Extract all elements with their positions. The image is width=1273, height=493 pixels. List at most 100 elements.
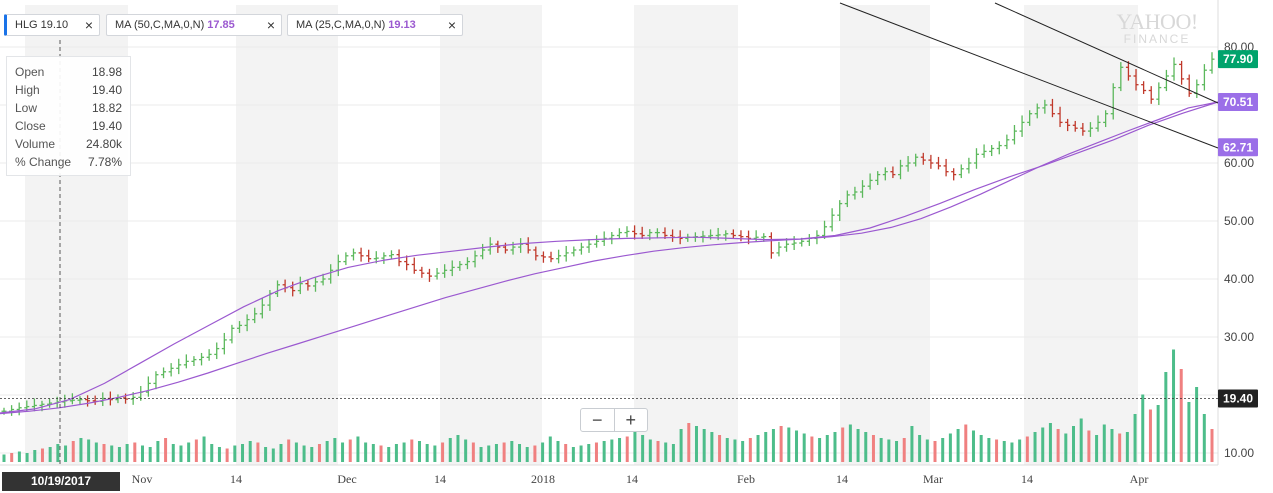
volume-bar [1064, 433, 1068, 462]
volume-bar [1102, 424, 1106, 462]
volume-bar [856, 429, 860, 462]
volume-bar [764, 432, 768, 462]
x-tick-label: Dec [337, 472, 356, 486]
volume-bar [10, 453, 14, 462]
ohlc-value: 24.80k [85, 137, 122, 151]
volume-bar [825, 435, 829, 462]
volume-bar [156, 441, 160, 462]
close-icon[interactable]: × [266, 17, 275, 33]
legend-pill-ma25[interactable]: MA (25,C,MA,0,N) 19.13 × [287, 14, 463, 36]
volume-bar [1056, 429, 1060, 462]
volume-bar [387, 447, 391, 462]
volume-bar [841, 427, 845, 462]
grid-band [840, 5, 930, 465]
ohlc-value: 19.40 [91, 119, 122, 133]
price-label-bg [1218, 138, 1258, 157]
volume-bar [910, 426, 914, 462]
volume-bar [1156, 405, 1160, 462]
volume-bar [948, 433, 952, 462]
volume-bar [1164, 372, 1168, 462]
volume-bar [294, 442, 298, 462]
volume-bar [748, 438, 752, 462]
volume-bar [464, 439, 468, 462]
volume-bar [1010, 442, 1014, 462]
volume-bar [702, 429, 706, 462]
volume-bar [987, 438, 991, 462]
ohlc-row: Open 18.98 [15, 63, 122, 81]
y-tick-label: 50.00 [1224, 214, 1254, 228]
volume-bar [456, 435, 460, 462]
volume-bar [87, 439, 91, 462]
volume-bar [1002, 441, 1006, 462]
ohlc-row: Low 18.82 [15, 99, 122, 117]
volume-bar [964, 424, 968, 462]
volume-bar [140, 445, 144, 462]
volume-bar [933, 441, 937, 462]
volume-bar [1048, 423, 1052, 462]
volume-bar [1179, 369, 1183, 462]
ma-line [0, 101, 1219, 414]
y-tick-label: 40.00 [1224, 272, 1254, 286]
volume-bar [733, 439, 737, 462]
volume-bar [471, 442, 475, 462]
volume-bar [56, 444, 60, 462]
volume-bar [448, 438, 452, 462]
close-icon[interactable]: × [84, 17, 93, 33]
volume-bar [941, 438, 945, 462]
zoom-in-button[interactable]: + [625, 410, 636, 430]
grid-band [236, 5, 338, 465]
price-label: 77.90 [1223, 52, 1253, 66]
x-tick-label: 2018 [531, 472, 555, 486]
volume-bar [379, 445, 383, 462]
ohlc-row: % Change 7.78% [15, 153, 122, 171]
volume-bar [779, 426, 783, 462]
volume-bar [571, 447, 575, 462]
legend-pill-label: MA (50,C,MA,0,N) [115, 19, 205, 31]
volume-bar [441, 442, 445, 462]
crosshair-date-label: 10/19/2017 [2, 472, 120, 491]
volume-bar [287, 439, 291, 462]
volume-bar [187, 442, 191, 462]
ohlc-value: 19.40 [91, 83, 122, 97]
volume-bar [317, 444, 321, 462]
volume-bar [202, 436, 206, 462]
volume-bar [233, 445, 237, 462]
volume-bar [40, 448, 44, 462]
volume-bar [979, 435, 983, 462]
volume-bar [1202, 414, 1206, 462]
ohlc-value: 18.98 [91, 65, 122, 79]
volume-bar [548, 436, 552, 462]
volume-bar [402, 442, 406, 462]
ohlc-value: 18.82 [91, 101, 122, 115]
volume-bar [279, 444, 283, 462]
volume-bar [579, 445, 583, 462]
volume-bar [1110, 429, 1114, 462]
legend-pill-label: MA (25,C,MA,0,N) [296, 19, 386, 31]
volume-bar [1025, 436, 1029, 462]
legend-pill-hlg[interactable]: HLG 19.10 × [4, 14, 100, 36]
volume-bar [525, 447, 529, 462]
volume-bar [117, 447, 121, 462]
zoom-out-button[interactable]: − [581, 409, 615, 431]
volume-bar [256, 442, 260, 462]
volume-bar [133, 442, 137, 462]
volume-bar [25, 453, 29, 462]
volume-bar [325, 441, 329, 462]
volume-bar [17, 451, 21, 462]
volume-bar [356, 436, 360, 462]
volume-bar [64, 445, 68, 462]
close-icon[interactable]: × [447, 17, 456, 33]
legend-pill-ma50[interactable]: MA (50,C,MA,0,N) 17.85 × [106, 14, 282, 36]
volume-bar [725, 438, 729, 462]
volume-bar [1095, 435, 1099, 462]
volume-bar [541, 442, 545, 462]
volume-bar [179, 445, 183, 462]
ohlc-row: High 19.40 [15, 81, 122, 99]
volume-bar [164, 438, 168, 462]
volume-bar [833, 432, 837, 462]
trendline [839, 2, 1219, 149]
volume-bar [718, 435, 722, 462]
volume-bar [1125, 432, 1129, 462]
volume-bar [271, 448, 275, 462]
